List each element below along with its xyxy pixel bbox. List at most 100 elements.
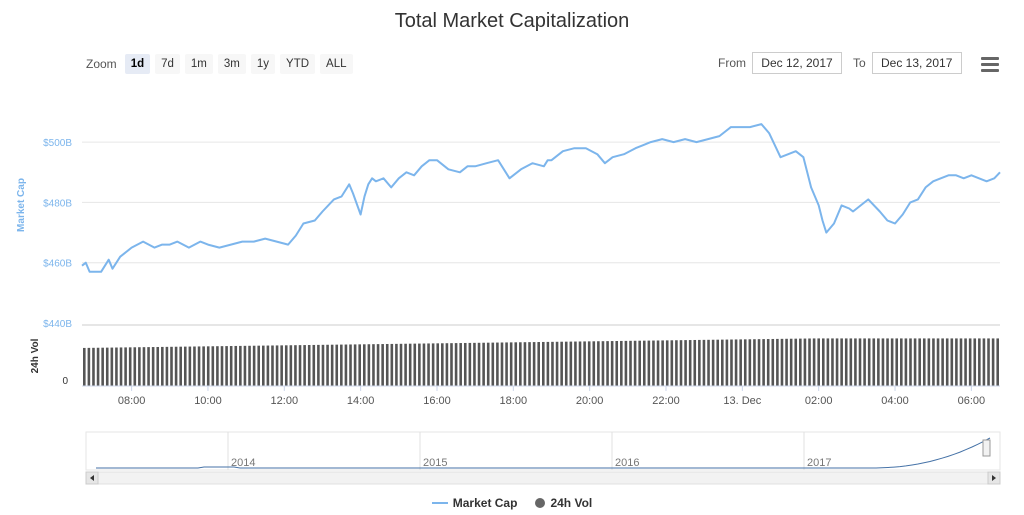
x-tick-label: 14:00 (347, 395, 375, 407)
to-date-input[interactable]: Dec 13, 2017 (871, 52, 962, 74)
volume-bar (688, 340, 692, 386)
volume-bar (996, 338, 999, 386)
volume-bar (156, 346, 160, 386)
volume-bar (587, 341, 591, 386)
volume-bar (812, 338, 816, 386)
zoom-ytd-button[interactable]: YTD (280, 54, 316, 74)
volume-bar (450, 343, 453, 386)
volume-bar (955, 338, 958, 386)
volume-bar (766, 339, 770, 386)
volume-bar (702, 339, 706, 386)
volume-bar (193, 346, 196, 386)
volume-bar (987, 338, 990, 386)
volume-bar (243, 345, 247, 386)
volume-bar (597, 341, 600, 386)
volume-bar (711, 339, 715, 386)
volume-bar (762, 339, 765, 386)
x-tick-label: 22:00 (652, 395, 680, 407)
legend-24h-vol[interactable]: 24h Vol (535, 496, 592, 510)
legend-market-cap[interactable]: Market Cap (431, 496, 517, 510)
volume-bar (239, 345, 242, 386)
volume-bar (693, 339, 697, 386)
volume-bar (854, 338, 857, 386)
zoom-3m-button[interactable]: 3m (217, 54, 246, 74)
volume-bar (757, 339, 761, 386)
volume-bar (610, 341, 614, 386)
volume-bar (298, 345, 302, 386)
volume-bar (289, 345, 293, 386)
volume-bar (794, 338, 798, 386)
volume-bar (642, 340, 646, 386)
volume-bar (941, 338, 944, 386)
scrollbar-track (85, 471, 1001, 485)
volume-bar (886, 338, 889, 386)
volume-bar (367, 344, 371, 386)
chart-legend: Market Cap 24h Vol (0, 496, 1024, 510)
to-label: To (853, 56, 866, 70)
volume-bar (376, 344, 380, 386)
zoom-1y-button[interactable]: 1y (250, 54, 276, 74)
zoom-1m-button[interactable]: 1m (184, 54, 213, 74)
zoom-label: Zoom (86, 57, 117, 71)
x-tick-label: 12:00 (271, 395, 299, 407)
volume-bar (840, 338, 843, 386)
navigator-tick-label: 2014 (231, 457, 255, 469)
volume-bar (551, 341, 554, 386)
y-axis-title-market-cap: Market Cap (16, 178, 27, 232)
volume-bar (652, 340, 655, 386)
from-label: From (718, 56, 746, 70)
volume-bar (340, 344, 343, 386)
volume-bar (959, 338, 963, 386)
volume-bar (629, 340, 632, 386)
volume-bar (913, 338, 917, 386)
volume-bar (555, 341, 559, 386)
volume-bar (408, 343, 412, 386)
x-tick-label: 04:00 (881, 395, 909, 407)
volume-bar (771, 338, 775, 386)
volume-bar (821, 338, 825, 386)
volume-bar (753, 339, 756, 386)
volume-bar (115, 347, 118, 386)
volume-bar (459, 343, 462, 386)
volume-bar (307, 345, 311, 386)
volume-bar (491, 342, 495, 386)
volume-bar (881, 338, 885, 386)
volume-bar (463, 342, 467, 386)
volume-bar (266, 345, 270, 386)
volume-bar (206, 346, 210, 386)
from-date-input[interactable]: Dec 12, 2017 (752, 52, 842, 74)
volume-bar (151, 347, 155, 386)
volume-bar (96, 347, 100, 386)
volume-bar (909, 338, 912, 386)
volume-bar (496, 342, 499, 386)
volume-bar (473, 342, 476, 386)
volume-bar (147, 347, 150, 386)
volume-bar (445, 343, 449, 386)
zoom-7d-button[interactable]: 7d (155, 54, 180, 74)
volume-bar (532, 342, 536, 386)
volume-bar (537, 342, 540, 386)
volume-bar (275, 345, 279, 386)
volume-bar (665, 340, 669, 386)
volume-bar (486, 342, 490, 386)
volume-bar (601, 341, 605, 386)
x-tick-label: 08:00 (118, 395, 146, 407)
x-tick-label: 18:00 (500, 395, 528, 407)
volume-bar (730, 339, 733, 386)
volume-bar (542, 341, 545, 386)
volume-bar (734, 339, 738, 386)
volume-bar (863, 338, 866, 386)
volume-bar (229, 346, 233, 386)
zoom-1d-button[interactable]: 1d (124, 54, 151, 74)
volume-bar (519, 342, 522, 386)
x-tick-label: 20:00 (576, 395, 604, 407)
hamburger-menu-icon[interactable] (981, 57, 999, 72)
y-tick-label: $500B (43, 138, 72, 149)
volume-bar (564, 341, 568, 386)
zoom-all-button[interactable]: ALL (320, 54, 353, 74)
volume-bar (858, 338, 862, 386)
volume-bar (372, 344, 375, 386)
volume-bar (454, 343, 458, 386)
navigator-tick-label: 2016 (615, 457, 639, 469)
volume-bar (349, 344, 352, 386)
